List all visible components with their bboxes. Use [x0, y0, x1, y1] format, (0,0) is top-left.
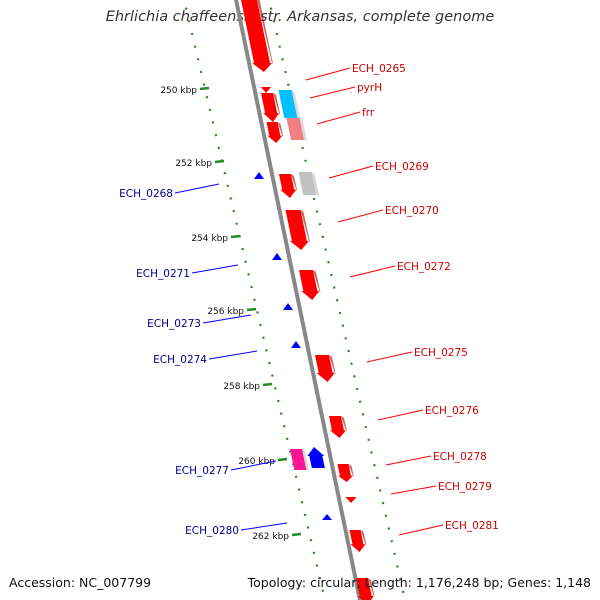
gene-label-forward: ECH_0281 [445, 520, 499, 532]
ruler-ticks: 250 kbp 252 kbp 254 kbp 256 kbp 258 kbp 260 k… [160, 86, 302, 542]
label-leader-line [385, 455, 432, 466]
ruler-tick-label: 250 kbp [160, 86, 197, 96]
label-leader-line [398, 524, 444, 536]
gene-label-forward: ECH_0272 [397, 261, 451, 273]
genome-backbone [234, 0, 362, 600]
gene-ech0277b [307, 447, 325, 468]
gene-label-forward: frr [362, 107, 375, 119]
gene-label-forward: ECH_0279 [438, 481, 492, 493]
gene-ech0267 [266, 122, 284, 143]
gene-label-reverse: ECH_0273 [147, 318, 201, 330]
gene-label-forward: ECH_0278 [433, 451, 487, 463]
gene-label-forward: pyrH [357, 82, 382, 94]
gene-ech0269 [298, 172, 320, 196]
gene-small-forward [261, 87, 271, 93]
feature-track [241, 0, 375, 600]
gene-label-reverse: ECH_0274 [153, 354, 207, 366]
accession-text: Accession: NC_007799 [9, 575, 152, 590]
gene-label-reverse: ECH_0280 [185, 525, 239, 537]
label-leader-line [337, 209, 384, 223]
ruler-tick [199, 86, 210, 91]
label-leader-line [328, 165, 374, 179]
ruler-tick-label: 254 kbp [191, 234, 228, 244]
gene-label-reverse: ECH_0277 [175, 465, 229, 477]
label-leader-line [349, 265, 396, 278]
gene-ech0277 [290, 449, 310, 471]
label-leader-line [174, 183, 220, 194]
ruler-tick [214, 159, 225, 164]
label-leader-line [202, 314, 252, 324]
gene-ech0272 [299, 270, 321, 300]
ruler-tick [277, 457, 288, 462]
genome-summary: Topology: circular; Length: 1,176,248 bp… [247, 575, 591, 590]
label-leader-line [208, 350, 258, 360]
ruler-tick-label: 252 kbp [175, 159, 212, 169]
gene-label-reverse: ECH_0271 [136, 268, 190, 280]
gene-ech0278 [337, 464, 354, 482]
gene-label-forward: ECH_0270 [385, 205, 439, 217]
label-leader-line [390, 485, 437, 495]
ruler-tick [230, 234, 241, 239]
gene-label-forward: ECH_0275 [414, 347, 468, 359]
gene-ech0275 [315, 355, 336, 382]
gene-ech0281 [349, 530, 367, 552]
gene-labels: ECH_0265 pyrH frr ECH_0269 ECH_0270 ECH_0272 E… [119, 63, 499, 537]
label-leader-line [191, 264, 239, 274]
label-leader-line [377, 409, 424, 421]
gene-ech0266 [261, 93, 281, 122]
ruler-tick-label: 262 kbp [252, 532, 289, 542]
label-leader-line [305, 67, 351, 81]
gene-ech0265 [241, 0, 274, 72]
gene-label-forward: ECH_0265 [352, 63, 406, 75]
gene-ech0282 [356, 578, 375, 600]
label-leader-line [366, 351, 413, 363]
gene-ech0269a [279, 174, 298, 198]
gene-ech0268 [254, 172, 264, 179]
gene-ech0271 [272, 253, 282, 260]
gene-label-reverse: ECH_0268 [119, 188, 173, 200]
ruler-tick [246, 307, 257, 312]
gene-label-forward: ECH_0269 [375, 161, 429, 173]
gene-ech0276 [329, 416, 347, 438]
gene-ech0273 [283, 303, 293, 310]
gene-label-forward: ECH_0276 [425, 405, 479, 417]
gene-ech0274 [291, 341, 301, 348]
gene-ech0279 [345, 497, 357, 503]
map-title: Ehrlichia chaffeensis str. Arkansas, com… [105, 9, 495, 25]
label-leader-line [309, 86, 356, 99]
ruler-tick [291, 532, 302, 537]
gene-ech0270 [285, 210, 310, 250]
gene-ech0280 [322, 514, 332, 520]
label-leader-line [240, 522, 288, 531]
label-leader-line [230, 460, 277, 471]
gene-pyrh [278, 90, 301, 119]
ruler-tick-label: 256 kbp [207, 307, 244, 317]
gene-frr [286, 118, 308, 141]
label-leader-line [316, 111, 361, 125]
ruler-tick-label: 258 kbp [223, 382, 260, 392]
ruler-tick [262, 382, 273, 387]
ruler-tick-label: 260 kbp [238, 457, 275, 467]
